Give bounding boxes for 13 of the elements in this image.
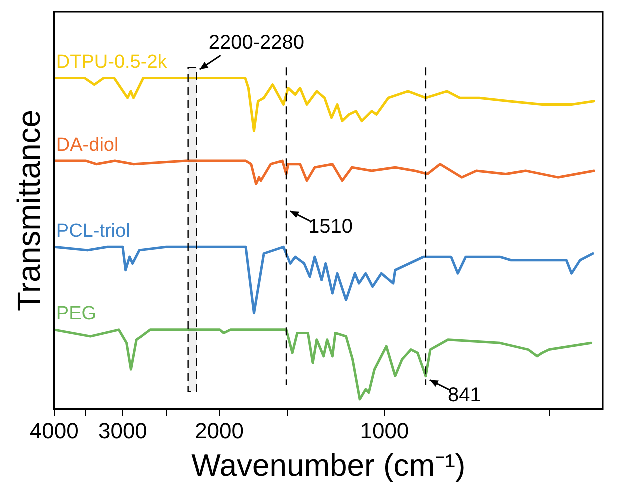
series-label: DA-diol [56,134,119,156]
x-tick-label: 4000 [30,418,79,444]
ref-line-label: 841 [448,384,482,407]
series-label: DTPU-0.5-2k [56,52,168,73]
x-tick-label: 2000 [195,418,244,444]
series-label: PCL-triol [56,220,130,242]
ref-line-label: 1510 [308,216,354,238]
x-tick-label: 3000 [98,418,148,444]
y-axis-title: Transmittance [11,110,48,312]
band-label: 2200-2280 [208,32,304,54]
x-tick-label: 1000 [360,418,410,444]
series-label: PEG [56,304,97,325]
x-axis-title: Wavenumber (cm⁻¹) [192,448,466,483]
